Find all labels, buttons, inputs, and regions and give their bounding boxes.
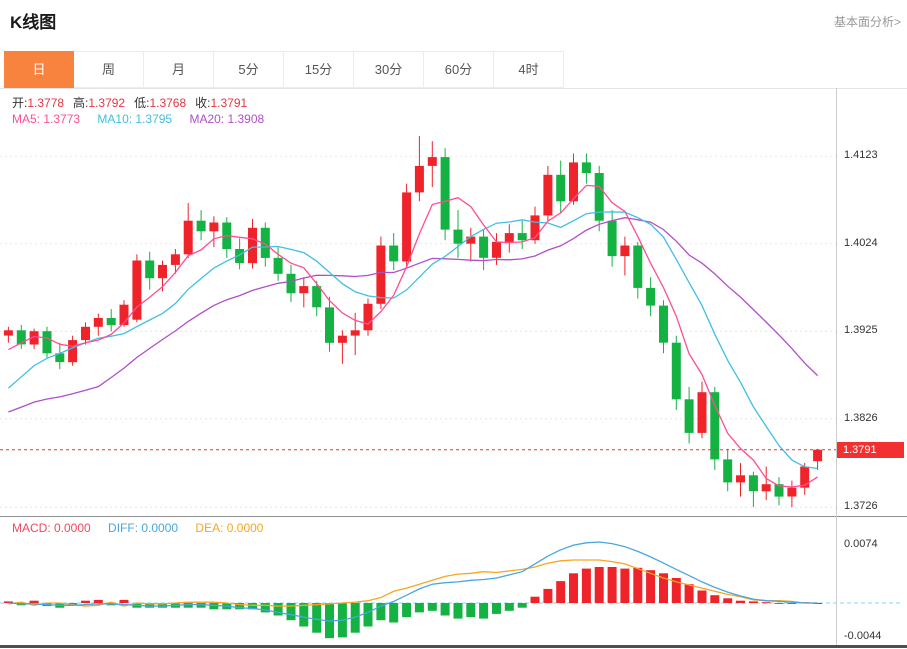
pane-separator [0, 516, 907, 517]
tab-4hour[interactable]: 4时 [494, 51, 564, 88]
macd-axis-label: -0.0044 [844, 630, 882, 643]
tab-5min[interactable]: 5分 [214, 51, 284, 88]
bottom-border [0, 645, 907, 648]
price-axis-label: 1.3826 [844, 411, 878, 424]
price-axis-label: 1.4024 [844, 236, 878, 249]
price-axis: 1.3791 1.4123 1.4024 1.3925 1.3826 1.3726 [837, 89, 907, 516]
candlestick-chart-canvas [0, 135, 836, 508]
tab-60min[interactable]: 60分 [424, 51, 494, 88]
close-value: 1.3791 [210, 96, 248, 110]
tabs-bottom-border [0, 88, 907, 89]
price-axis-label: 1.4123 [844, 149, 878, 162]
price-axis-label: 1.3925 [844, 324, 878, 337]
high-value: 1.3792 [88, 96, 126, 110]
axis-divider [836, 88, 837, 646]
tab-30min[interactable]: 30分 [354, 51, 424, 88]
low-value: 1.3768 [149, 96, 187, 110]
page-title: K线图 [10, 13, 57, 32]
price-axis-label: 1.3726 [844, 500, 878, 513]
ma20-legend: MA20: 1.3908 [189, 112, 265, 126]
open-label: 开: [12, 96, 28, 110]
tab-day[interactable]: 日 [4, 51, 74, 88]
macd-value: MACD: 0.0000 [12, 521, 91, 535]
diff-value: DIFF: 0.0000 [108, 521, 179, 535]
tab-week[interactable]: 周 [74, 51, 144, 88]
period-tabs: 日 周 月 5分 15分 30分 60分 4时 [4, 51, 564, 88]
low-label: 低: [134, 96, 150, 110]
ma10-legend: MA10: 1.3795 [97, 112, 173, 126]
open-value: 1.3778 [27, 96, 65, 110]
macd-chart-canvas [0, 541, 903, 639]
ma5-legend: MA5: 1.3773 [12, 112, 81, 126]
ma-legend: MA5: 1.3773 MA10: 1.3795 MA20: 1.3908 [12, 112, 278, 126]
tab-month[interactable]: 月 [144, 51, 214, 88]
macd-axis-label: 0.0074 [844, 538, 878, 551]
close-label: 收: [195, 96, 211, 110]
current-price-tag: 1.3791 [837, 441, 904, 458]
fundamental-analysis-link[interactable]: 基本面分析> [833, 15, 901, 29]
dea-value: DEA: 0.0000 [195, 521, 264, 535]
ohlc-legend: 开:1.3778 高:1.3792 低:1.3768 收:1.3791 [12, 94, 256, 111]
macd-axis: 0.0074 -0.0044 [837, 517, 907, 646]
high-label: 高: [73, 96, 89, 110]
macd-legend: MACD: 0.0000 DIFF: 0.0000 DEA: 0.0000 [12, 521, 277, 535]
tab-15min[interactable]: 15分 [284, 51, 354, 88]
